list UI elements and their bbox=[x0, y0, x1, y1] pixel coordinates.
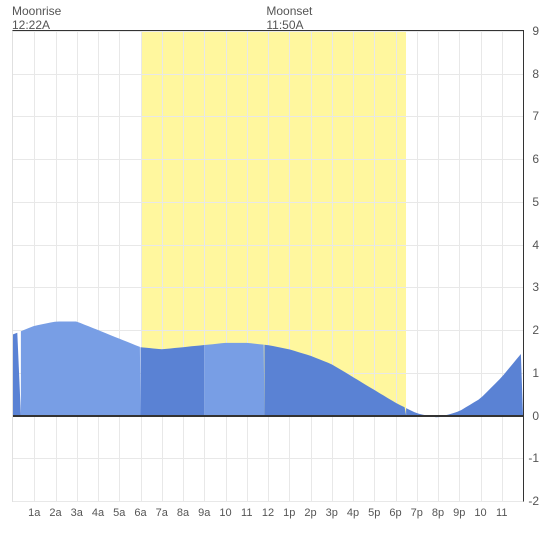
x-tick: 3a bbox=[71, 507, 83, 519]
tide-svg bbox=[13, 31, 523, 501]
y-tick: 5 bbox=[532, 195, 539, 209]
x-tick: 7p bbox=[411, 507, 423, 519]
y-tick: 3 bbox=[532, 280, 539, 294]
y-tick: 2 bbox=[532, 323, 539, 337]
x-tick: 9a bbox=[198, 507, 210, 519]
x-tick: 8a bbox=[177, 507, 189, 519]
moonrise-label: Moonrise bbox=[12, 4, 61, 18]
x-tick: 5a bbox=[113, 507, 125, 519]
x-tick: 5p bbox=[368, 507, 380, 519]
x-tick: 12 bbox=[262, 507, 274, 519]
y-tick: 9 bbox=[532, 24, 539, 38]
zero-line bbox=[13, 416, 523, 417]
y-tick: -2 bbox=[528, 494, 539, 508]
moonset-block: Moonset 11:50A bbox=[266, 4, 312, 32]
x-tick: 1p bbox=[283, 507, 295, 519]
y-tick: 8 bbox=[532, 67, 539, 81]
x-tick: 1a bbox=[28, 507, 40, 519]
x-tick: 11 bbox=[241, 507, 252, 519]
y-tick: -1 bbox=[528, 451, 539, 465]
y-tick: 7 bbox=[532, 109, 539, 123]
x-tick: 2p bbox=[304, 507, 316, 519]
y-tick: 0 bbox=[532, 409, 539, 423]
x-tick: 6a bbox=[134, 507, 146, 519]
x-tick: 10 bbox=[219, 507, 231, 519]
x-tick: 4a bbox=[92, 507, 104, 519]
x-tick: 2a bbox=[49, 507, 61, 519]
x-tick: 6p bbox=[389, 507, 401, 519]
x-tick: 11 bbox=[496, 507, 507, 519]
hgrid-line bbox=[13, 501, 523, 502]
x-tick: 3p bbox=[326, 507, 338, 519]
y-tick: 6 bbox=[532, 152, 539, 166]
y-tick: 1 bbox=[532, 366, 539, 380]
x-tick: 7a bbox=[156, 507, 168, 519]
moonrise-block: Moonrise 12:22A bbox=[12, 4, 61, 32]
x-tick: 8p bbox=[432, 507, 444, 519]
x-tick: 4p bbox=[347, 507, 359, 519]
moonset-label: Moonset bbox=[266, 4, 312, 18]
x-tick: 9p bbox=[453, 507, 465, 519]
y-tick: 4 bbox=[532, 238, 539, 252]
tide-chart: -2-101234567891a2a3a4a5a6a7a8a9a1011121p… bbox=[12, 30, 524, 502]
x-tick: 10 bbox=[474, 507, 486, 519]
